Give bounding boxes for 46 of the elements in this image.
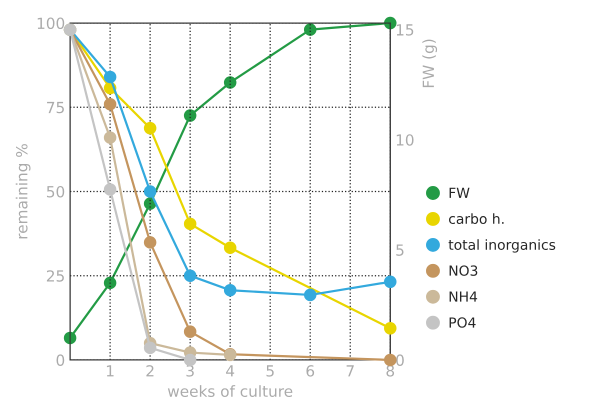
point [184,218,196,230]
point [384,322,397,335]
point [104,70,116,84]
legend-label: total inorganics [448,239,556,253]
point [144,185,156,198]
point [224,284,236,296]
y2-tick-label: 0 [396,354,404,366]
legend-label: NO3 [450,265,478,276]
point [104,131,116,144]
y-axis-title: remaining % [16,144,31,238]
point [304,23,316,36]
point [104,183,116,196]
y-tick-label: 0 [56,354,64,366]
point [184,109,196,122]
legend-label: NH4 [450,292,478,302]
point [304,288,316,302]
point [104,98,116,110]
x-axis-title: weeks of culture [168,385,292,397]
point [184,269,196,282]
legend-label: PO4 [450,317,476,328]
point [64,332,76,344]
x-tick-label: 5 [266,365,274,377]
point [104,276,116,290]
y2-tick-label: 10 [396,134,414,146]
y-tick-label: 25 [46,270,64,282]
x-tick-label: 4 [226,365,234,376]
point [144,236,156,249]
y-tick-label: 75 [47,102,64,114]
point [224,76,236,89]
point [184,354,196,366]
y2-tick-label: 15 [396,24,414,36]
legend-label: FW [450,188,470,198]
point [384,276,397,288]
point [184,325,196,338]
y2-axis-title: FW (g) [422,40,438,88]
legend-label: carbo h. [449,213,504,224]
point [144,342,156,354]
point [144,122,156,134]
y-tick-label: 50 [46,186,64,198]
x-tick-label: 2 [146,365,154,376]
point [224,242,236,254]
x-tick-label: 6 [306,365,314,377]
y-tick-label: 100 [38,17,64,30]
y2-tick-label: 5 [396,244,404,256]
x-tick-label: 7 [346,365,354,376]
x-tick-label: 1 [106,365,114,376]
